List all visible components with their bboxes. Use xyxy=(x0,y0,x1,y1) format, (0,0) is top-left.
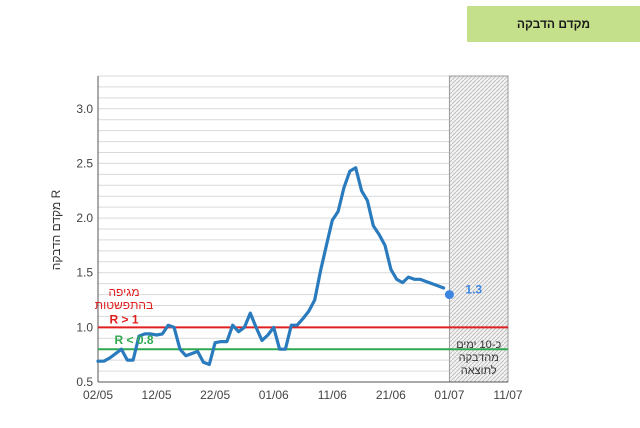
highlight-value-label: 1.3 xyxy=(465,283,482,297)
y-tick-label: 1.0 xyxy=(76,320,93,334)
region-note-line: כ-10 ימים xyxy=(456,339,501,351)
threshold-note-line: מגיפה xyxy=(108,285,139,299)
threshold-note: מגיפה בהתפשטות xyxy=(95,285,153,312)
y-tick-label: 3.0 xyxy=(76,102,93,116)
highlight-point xyxy=(444,290,454,300)
y-tick-label: 2.5 xyxy=(76,156,93,170)
region-note-line: מהדבקה xyxy=(459,352,499,364)
x-tick-label: 02/05 xyxy=(83,388,113,402)
x-tick-label: 12/05 xyxy=(142,388,172,402)
axes xyxy=(97,76,508,383)
x-tick-label: 21/06 xyxy=(376,388,406,402)
region-note: כ-10 ימים מהדבקה לתוצאה xyxy=(456,339,501,377)
y-axis-label: מקדם הדבקה R xyxy=(49,189,63,270)
region-note-line: לתוצאה xyxy=(461,364,497,377)
threshold-note-line: בהתפשטות xyxy=(95,298,153,312)
r-series-line xyxy=(96,166,446,367)
threshold-red-label: R > 1 xyxy=(109,312,138,326)
grid xyxy=(98,75,508,372)
page-title: מקדם הדבקה xyxy=(467,6,640,42)
x-tick-label: 11/06 xyxy=(318,388,347,402)
y-tick-label: 2.0 xyxy=(76,211,93,225)
shaded-region xyxy=(448,75,509,383)
future-region xyxy=(448,75,509,383)
x-tick-label: 01/06 xyxy=(259,388,289,402)
threshold-green-label: R < 0.8 xyxy=(114,333,153,347)
x-tick-label: 11/07 xyxy=(493,388,522,402)
y-tick-label: 0.5 xyxy=(76,375,93,389)
x-tick-label: 01/07 xyxy=(434,388,464,402)
tick-labels: 0.5 1.0 1.5 2.0 2.5 3.0 02/05 12/05 22/05 01/06 11… xyxy=(76,102,523,402)
r-series xyxy=(96,166,454,367)
y-tick-label: 1.5 xyxy=(76,266,93,280)
x-tick-label: 22/05 xyxy=(200,388,230,402)
